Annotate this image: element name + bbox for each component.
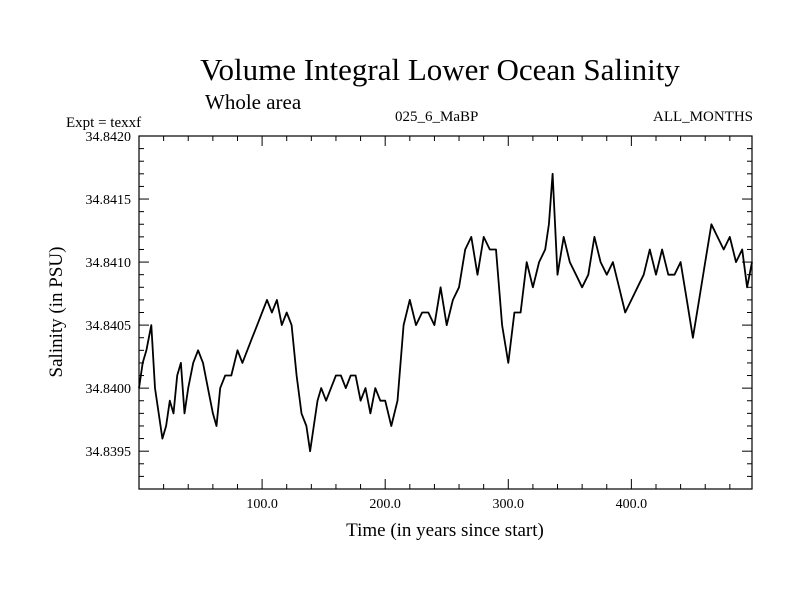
y-axis-title: Salinity (in PSU): [46, 247, 67, 378]
y-tick-label: 34.8400: [86, 382, 132, 397]
y-tick-label: 34.8415: [86, 193, 132, 208]
y-tick-label: 34.8405: [86, 319, 132, 334]
months-label: ALL_MONTHS: [653, 109, 753, 125]
y-tick-label: 34.8395: [86, 445, 132, 460]
y-tick-label: 34.8420: [86, 130, 132, 145]
x-axis-title: Time (in years since start): [346, 520, 544, 541]
period-label: 025_6_MaBP: [395, 109, 479, 125]
x-tick-label: 200.0: [369, 497, 401, 512]
x-tick-labels: 100.0 200.0 300.0 400.0: [246, 497, 647, 512]
x-tick-label: 100.0: [246, 497, 278, 512]
salinity-series-line: [138, 172, 753, 453]
experiment-label: Expt = texxf: [66, 115, 142, 131]
tick-marks: [139, 135, 752, 490]
y-tick-label: 34.8410: [86, 256, 132, 271]
chart-subtitle: Whole area: [205, 90, 302, 114]
y-tick-labels: 34.8395 34.8400 34.8405 34.8410 34.8415 34.84…: [86, 130, 132, 460]
x-tick-label: 300.0: [493, 497, 525, 512]
chart-title: Volume Integral Lower Ocean Salinity: [200, 52, 680, 87]
x-tick-label: 400.0: [616, 497, 648, 512]
